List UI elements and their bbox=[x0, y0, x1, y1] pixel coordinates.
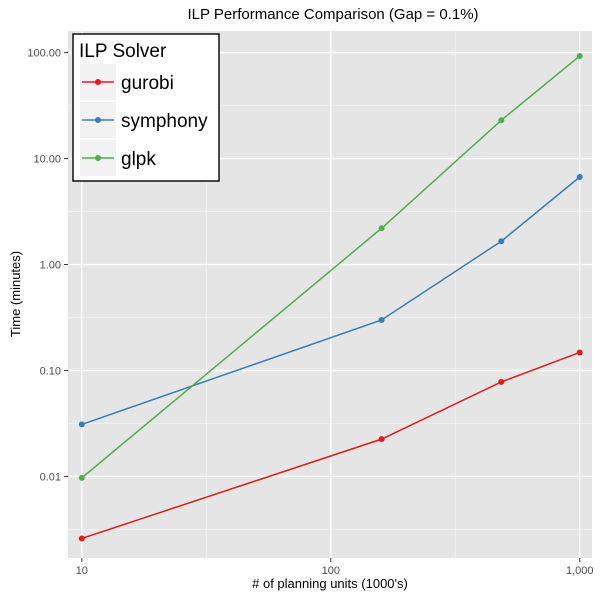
x-axis-title: # of planning units (1000's) bbox=[252, 576, 408, 591]
legend-label-gurobi: gurobi bbox=[121, 73, 174, 94]
y-tick-label: 1.00 bbox=[40, 260, 61, 272]
chart-title: ILP Performance Comparison (Gap = 0.1%) bbox=[187, 6, 478, 23]
legend-point-symphony bbox=[95, 117, 101, 123]
data-point-symphony bbox=[576, 174, 583, 181]
data-point-symphony bbox=[498, 238, 505, 245]
y-tick-label: 0.10 bbox=[40, 366, 61, 378]
series-line-symphony bbox=[81, 176, 581, 426]
legend-point-glpk bbox=[95, 155, 101, 161]
data-point-symphony bbox=[78, 421, 85, 428]
legend-label-symphony: symphony bbox=[121, 111, 208, 132]
series-line-gurobi bbox=[81, 351, 581, 540]
y-axis-title: Time (minutes) bbox=[8, 251, 23, 337]
y-tick-label: 0.01 bbox=[40, 471, 61, 483]
x-tick-label: 10 bbox=[76, 565, 88, 577]
data-point-gurobi bbox=[78, 535, 85, 542]
y-tick-label: 10.00 bbox=[33, 154, 61, 166]
data-point-glpk bbox=[576, 52, 583, 59]
series-layer bbox=[78, 52, 583, 542]
data-point-gurobi bbox=[378, 436, 385, 443]
series-line-glpk bbox=[81, 55, 581, 479]
x-axis: 10 100 1,000 bbox=[76, 558, 594, 577]
y-axis: 0.01 0.10 1.00 10.00 100.00 bbox=[27, 48, 68, 483]
legend-point-gurobi bbox=[95, 79, 101, 85]
legend-title: ILP Solver bbox=[79, 41, 167, 62]
legend-label-glpk: glpk bbox=[121, 149, 156, 170]
data-point-gurobi bbox=[498, 378, 505, 385]
y-tick-label: 100.00 bbox=[27, 48, 61, 60]
x-tick-label: 100 bbox=[322, 565, 340, 577]
legend: ILP Solver gurobi symphony glpk bbox=[72, 33, 220, 182]
data-point-glpk bbox=[78, 474, 85, 481]
data-point-gurobi bbox=[576, 349, 583, 356]
x-tick-label: 1,000 bbox=[566, 565, 594, 577]
data-point-glpk bbox=[498, 117, 505, 124]
data-point-symphony bbox=[378, 316, 385, 323]
data-point-glpk bbox=[378, 225, 385, 232]
